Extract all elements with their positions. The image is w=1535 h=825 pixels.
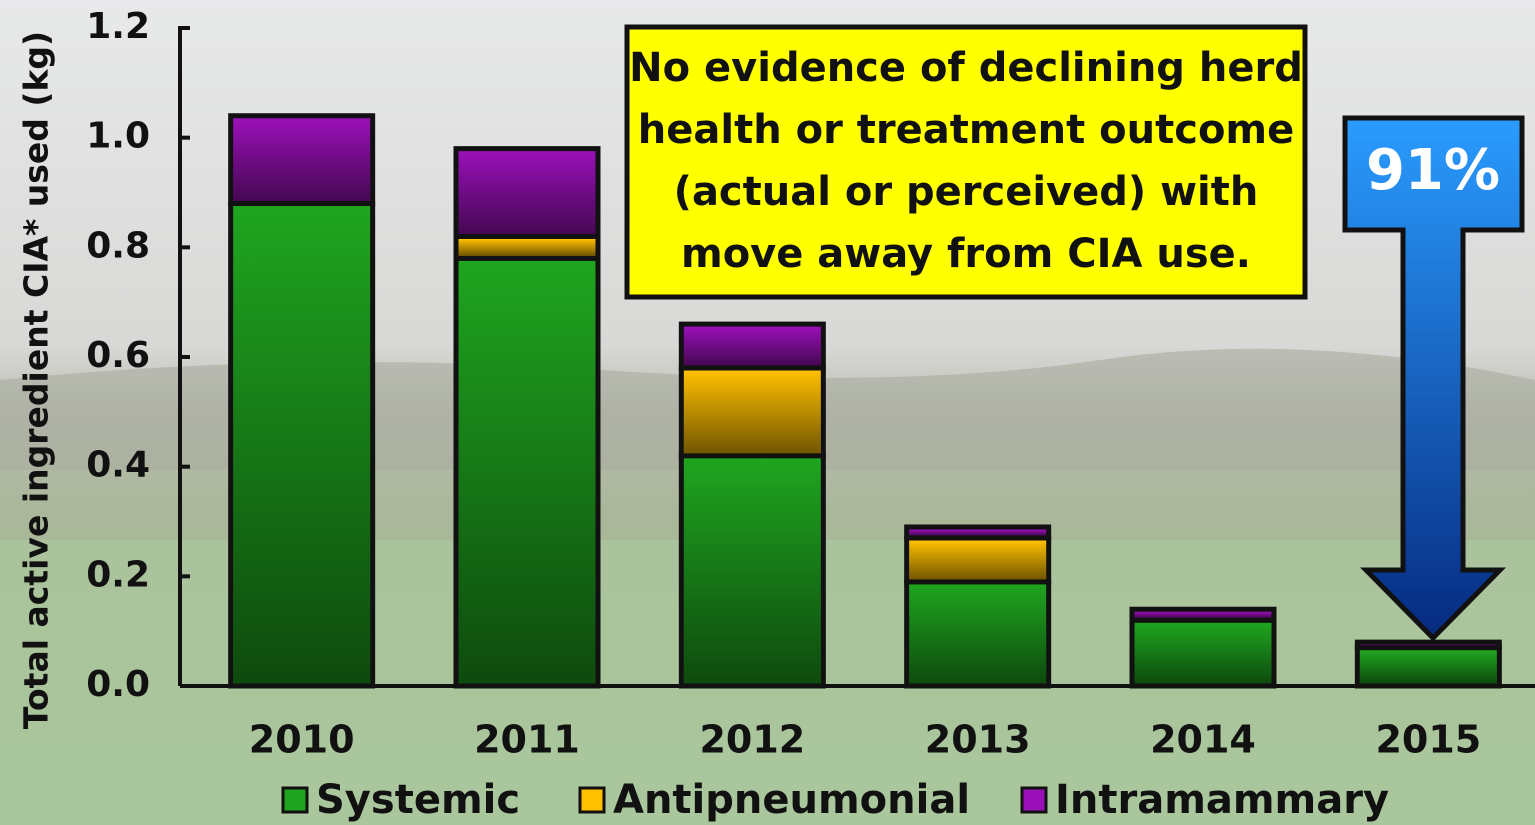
bar-shade: [909, 529, 1046, 535]
x-tick-label: 2010: [249, 718, 355, 762]
bar-shade: [459, 151, 596, 234]
legend-label: Antipneumonial: [613, 777, 970, 823]
y-tick-label: 1.2: [86, 6, 150, 47]
annotation-line: health or treatment outcome: [638, 107, 1294, 153]
bar-shade: [233, 206, 370, 684]
bar-shade: [1360, 650, 1497, 683]
legend-swatch: [283, 788, 307, 812]
y-tick-label: 0.6: [86, 335, 150, 376]
x-tick-label: 2015: [1375, 718, 1481, 762]
y-tick-label: 1.0: [86, 116, 150, 157]
bar-shade: [233, 118, 370, 201]
y-tick-label: 0.2: [86, 554, 150, 595]
page: Total active ingredient CIA* used (kg) 0…: [0, 0, 1535, 825]
x-tick-label: 2012: [699, 718, 805, 762]
bar-shade: [1135, 623, 1272, 684]
annotation-line: No evidence of declining herd: [629, 45, 1303, 91]
legend-label: Intramammary: [1055, 777, 1389, 823]
annotation-line: (actual or perceived) with: [674, 169, 1259, 215]
bar-shade: [684, 327, 821, 366]
y-tick-label: 0.0: [86, 664, 150, 705]
bar-shade: [909, 584, 1046, 683]
bar-shade: [684, 370, 821, 453]
bar-shade: [909, 540, 1046, 579]
annotation-line: move away from CIA use.: [681, 231, 1251, 277]
x-tick-label: 2014: [1150, 718, 1256, 762]
bar-shade: [459, 239, 596, 256]
bar-shade: [1135, 612, 1272, 618]
x-tick-label: 2011: [474, 718, 580, 762]
legend-swatch: [1022, 788, 1046, 812]
legend-swatch: [580, 788, 604, 812]
arrow-label: 91%: [1366, 138, 1500, 203]
y-axis-label: Total active ingredient CIA* used (kg): [17, 31, 56, 729]
legend-label: Systemic: [316, 777, 520, 823]
y-tick-label: 0.4: [86, 445, 150, 486]
x-tick-label: 2013: [925, 718, 1031, 762]
bar-shade: [684, 458, 821, 683]
y-tick-label: 0.8: [86, 225, 150, 266]
bar-shade: [459, 261, 596, 684]
chart: Total active ingredient CIA* used (kg) 0…: [0, 0, 1535, 825]
